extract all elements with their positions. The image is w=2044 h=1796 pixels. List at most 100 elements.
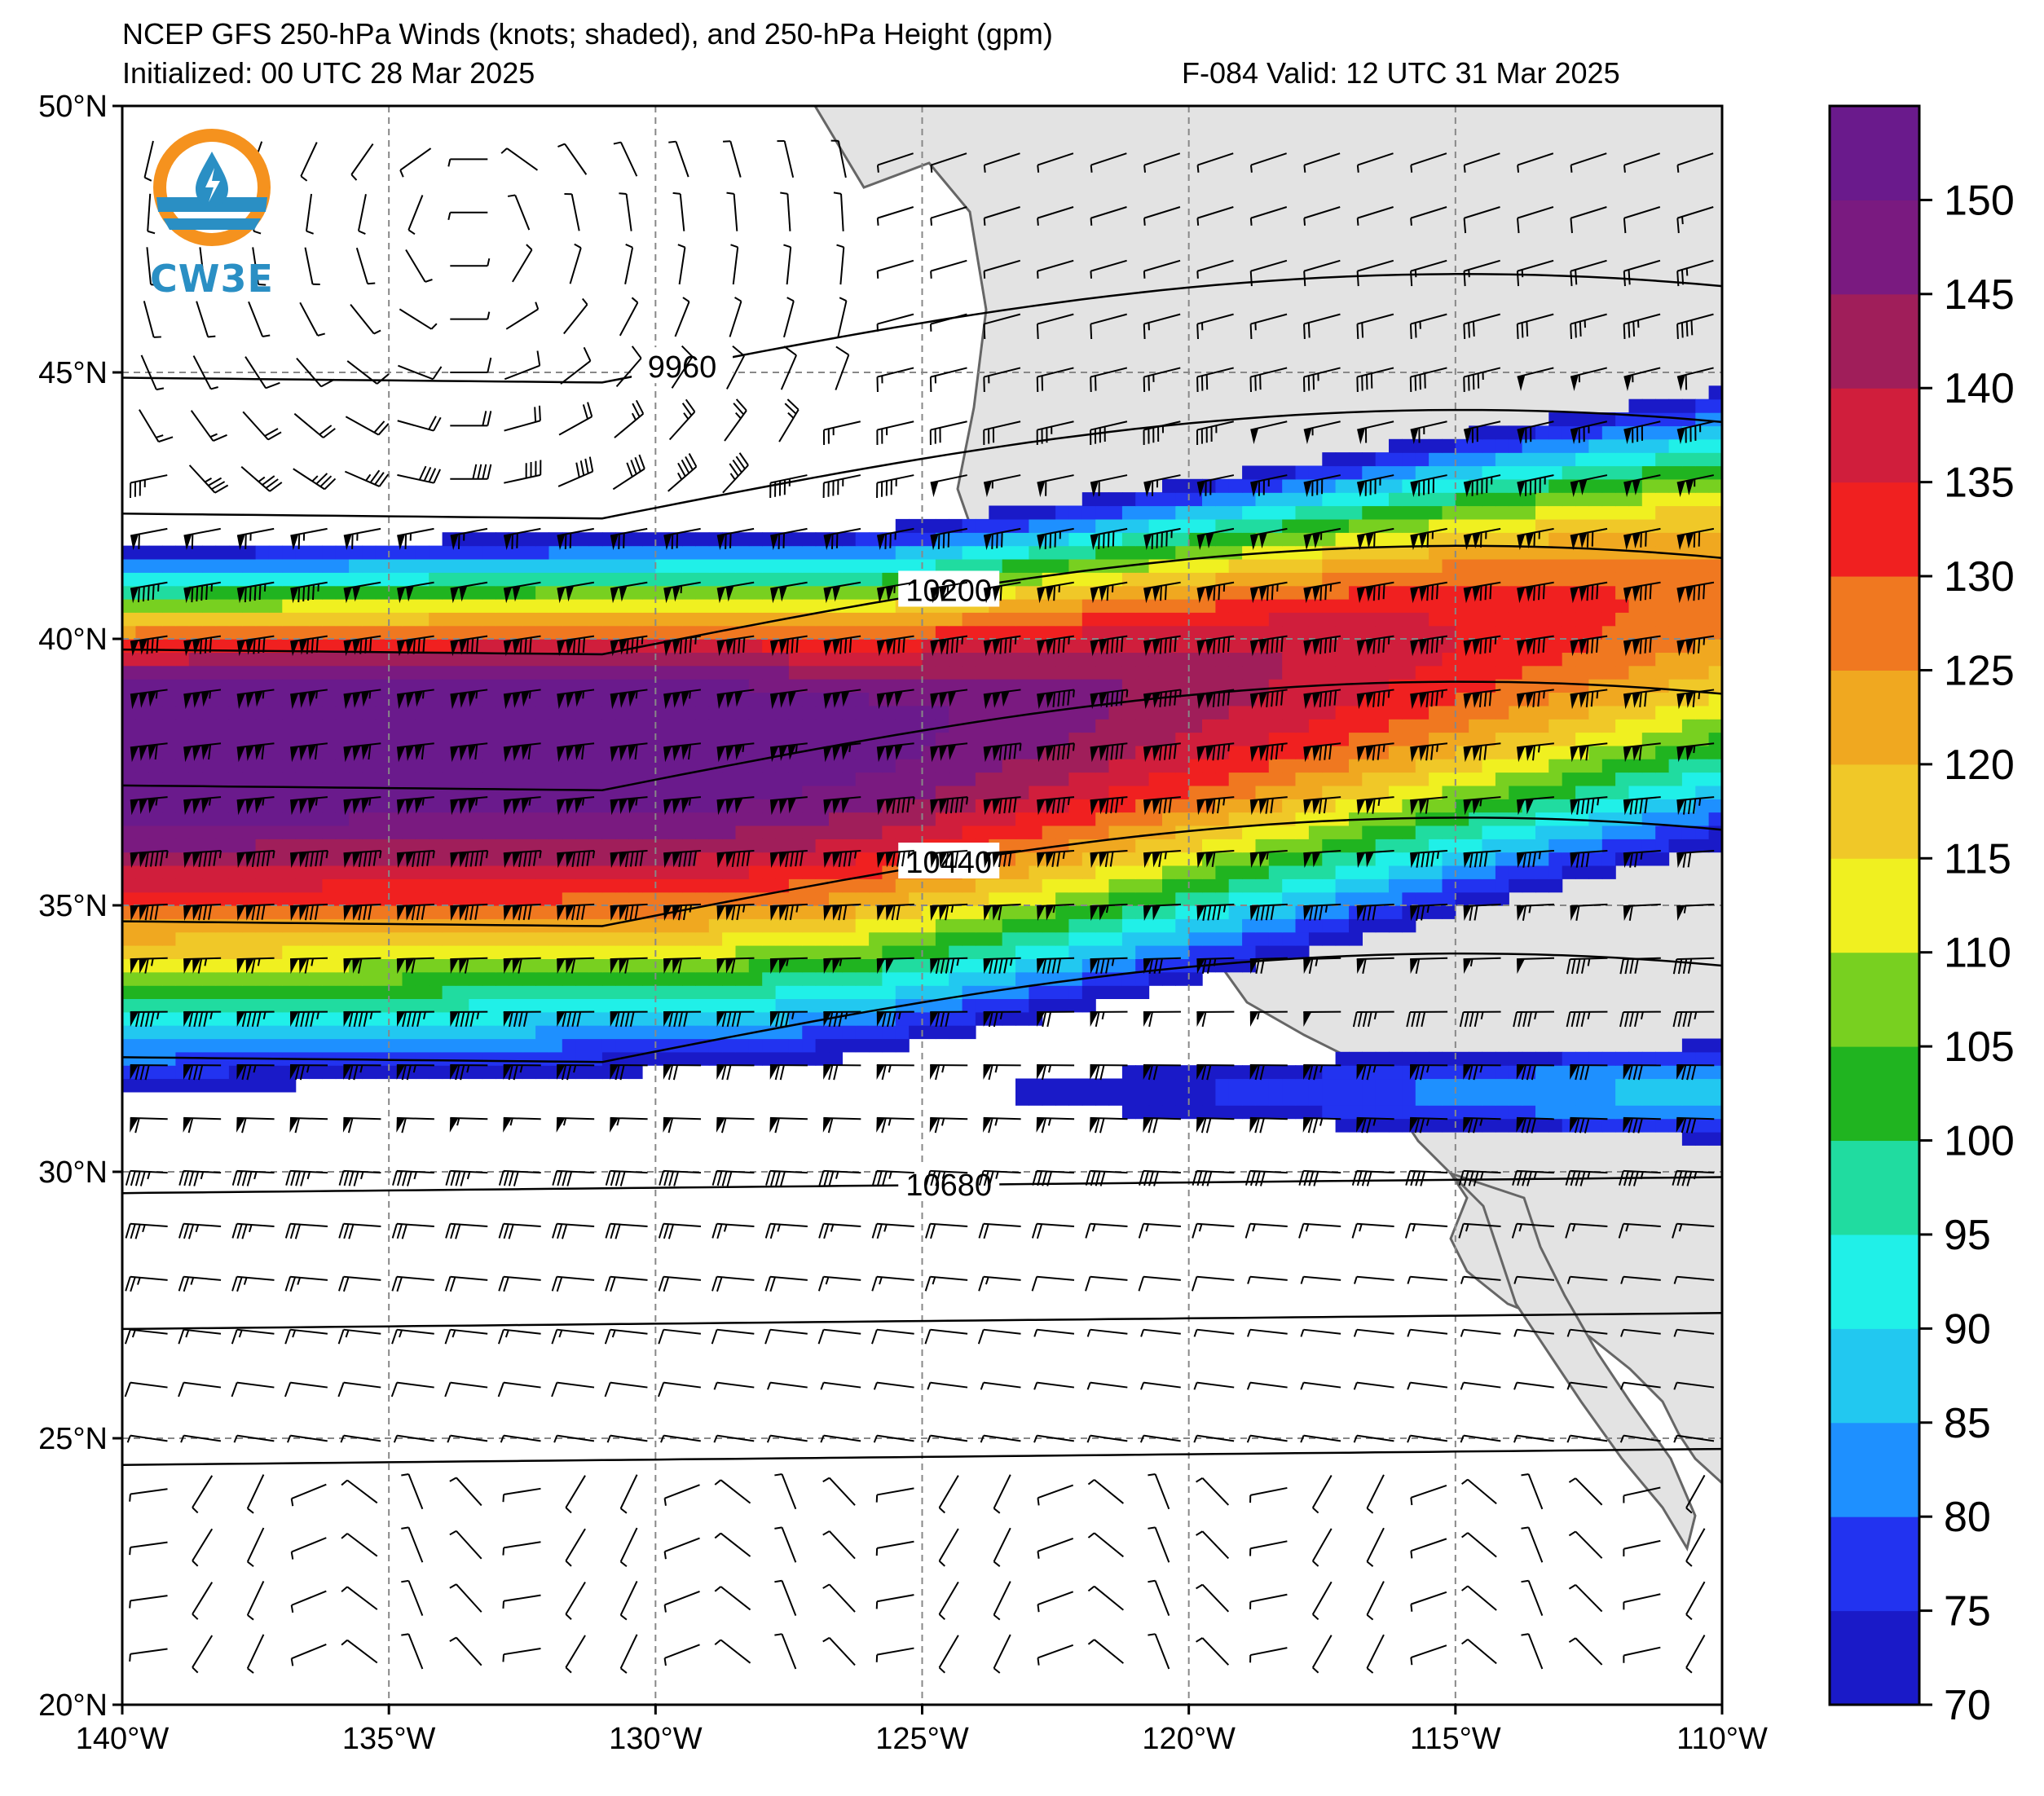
shading-cell <box>1482 639 1496 653</box>
shading-cell <box>922 945 936 959</box>
shading-cell <box>162 599 177 613</box>
shading-cell <box>975 612 989 627</box>
shading-cell <box>1228 558 1243 573</box>
shading-cell <box>1295 465 1310 480</box>
shading-cell <box>1282 1105 1297 1120</box>
shading-cell <box>202 1078 217 1093</box>
shading-cell <box>748 812 763 826</box>
shading-cell <box>322 705 337 720</box>
shading-cell <box>548 1038 563 1053</box>
shading-cell <box>389 772 403 786</box>
shading-cell <box>655 1051 670 1066</box>
shading-cell <box>1108 665 1123 680</box>
shading-cell <box>362 732 377 746</box>
barb-half-feather <box>192 1666 199 1674</box>
shading-cell <box>1108 985 1123 999</box>
shading-cell <box>375 891 390 906</box>
shading-cell <box>869 572 883 587</box>
shading-cell <box>1108 878 1123 893</box>
shading-cell <box>989 772 1003 786</box>
shading-cell <box>628 812 643 826</box>
shading-cell <box>282 652 297 667</box>
shading-cell <box>1535 572 1549 587</box>
shading-cell <box>122 1078 136 1093</box>
shading-cell <box>748 719 763 733</box>
shading-cell <box>1575 785 1590 799</box>
shading-cell <box>1188 518 1203 533</box>
shading-cell <box>1535 492 1549 507</box>
shading-cell <box>762 998 777 1013</box>
shading-cell <box>1495 799 1509 813</box>
shading-cell <box>1042 599 1056 613</box>
shading-cell <box>682 705 696 720</box>
shading-cell <box>735 545 750 560</box>
shading-cell <box>1509 839 1523 853</box>
shading-cell <box>362 558 377 573</box>
shading-cell <box>1522 719 1536 733</box>
shading-cell <box>1148 931 1163 946</box>
shading-cell <box>1228 652 1243 667</box>
shading-cell <box>548 891 563 906</box>
shading-cell <box>228 971 243 986</box>
shading-cell <box>1562 492 1576 507</box>
shading-cell <box>268 905 283 919</box>
shading-cell <box>601 572 616 587</box>
shading-cell <box>989 945 1003 959</box>
shading-cell <box>682 772 696 786</box>
shading-cell <box>1002 665 1016 680</box>
shading-cell <box>496 545 509 560</box>
shading-cell <box>215 1011 230 1026</box>
shading-cell <box>1402 839 1416 853</box>
shading-cell <box>1148 891 1163 906</box>
shading-cell <box>215 852 230 866</box>
shading-cell <box>829 759 843 773</box>
shading-cell <box>1548 1078 1563 1093</box>
shading-cell <box>1668 825 1683 839</box>
shading-cell <box>989 665 1003 680</box>
shading-cell <box>708 599 723 613</box>
shading-cell <box>562 665 576 680</box>
shading-cell <box>375 612 390 627</box>
shading-cell <box>255 665 270 680</box>
shading-cell <box>202 772 217 786</box>
shading-cell <box>1641 572 1656 587</box>
shading-cell <box>642 652 656 667</box>
shading-cell <box>1215 772 1230 786</box>
shading-cell <box>496 945 509 959</box>
shading-cell <box>1295 665 1310 680</box>
shading-cell <box>855 785 870 799</box>
barb-half-feather <box>449 1636 457 1642</box>
shading-cell <box>1308 891 1323 906</box>
shading-cell <box>668 545 683 560</box>
shading-cell <box>1268 931 1283 946</box>
shading-cell <box>1469 772 1483 786</box>
shading-cell <box>469 558 483 573</box>
shading-cell <box>202 865 217 879</box>
shading-cell <box>1002 545 1016 560</box>
shading-cell <box>1482 492 1496 507</box>
shading-cell <box>415 1038 430 1053</box>
shading-cell <box>1601 572 1616 587</box>
shading-cell <box>788 639 803 653</box>
shading-cell <box>1095 599 1110 613</box>
shading-cell <box>628 719 643 733</box>
shading-cell <box>1135 985 1150 999</box>
shading-cell <box>1429 652 1443 667</box>
shading-cell <box>1495 825 1509 839</box>
shading-cell <box>122 665 136 680</box>
shading-cell <box>1535 745 1549 759</box>
shading-cell <box>802 652 817 667</box>
shading-cell <box>1148 945 1163 959</box>
shading-cell <box>1641 825 1656 839</box>
shading-cell <box>496 985 509 999</box>
shading-cell <box>349 545 363 560</box>
shading-cell <box>1375 545 1390 560</box>
shading-cell <box>1535 1078 1549 1093</box>
shading-cell <box>1162 732 1176 746</box>
shading-cell <box>148 839 163 853</box>
shading-cell <box>1162 971 1176 986</box>
shading-cell <box>282 918 297 933</box>
shading-cell <box>548 732 563 746</box>
shading-cell <box>588 1051 603 1066</box>
shading-cell <box>135 705 150 720</box>
